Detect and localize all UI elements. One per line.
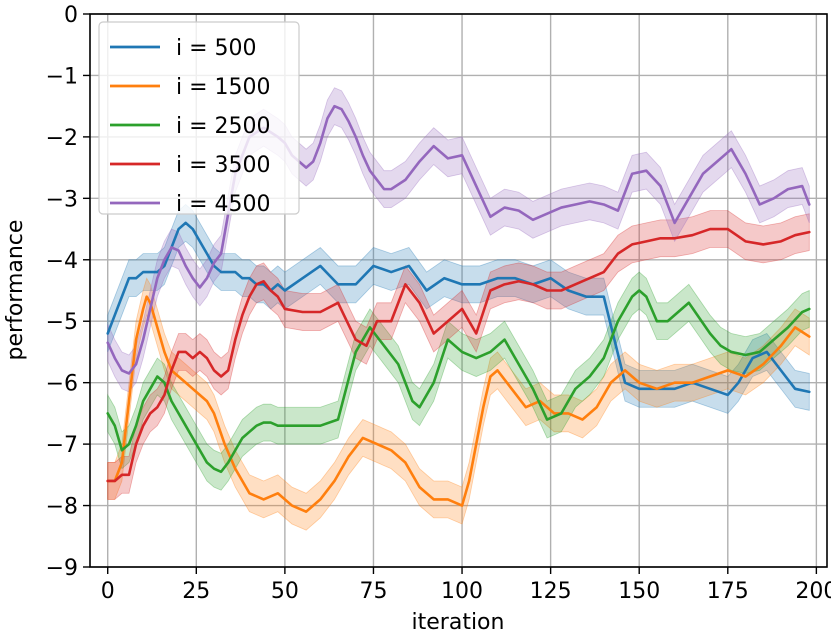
x-tick-label: 175 xyxy=(707,579,749,604)
y-tick-label: −5 xyxy=(46,310,78,335)
x-axis-label: iteration xyxy=(412,610,505,635)
series-line-3 xyxy=(106,227,811,483)
x-tick-label: 125 xyxy=(530,579,572,604)
legend-box xyxy=(98,21,300,215)
series-band-2 xyxy=(107,271,810,491)
y-tick-label: −2 xyxy=(46,126,78,151)
legend-label: i = 500 xyxy=(176,36,257,61)
legend-label: i = 2500 xyxy=(176,114,271,139)
legend: i = 500 i = 1500 i = 2500 i = 3500 i = 4500 xyxy=(98,21,300,217)
legend-label: i = 4500 xyxy=(176,192,271,217)
legend-label: i = 1500 xyxy=(176,75,271,100)
series-line-1 xyxy=(106,295,811,514)
series-line-0 xyxy=(106,221,811,397)
y-tick-label: −9 xyxy=(46,556,78,581)
legend-label: i = 3500 xyxy=(176,153,271,178)
y-tick-label: −6 xyxy=(46,372,78,397)
y-tick-label: −1 xyxy=(46,64,78,89)
y-tick-label: −8 xyxy=(46,495,78,520)
y-axis-ticks: 0 −1 −2 −3 −4 −5 −6 −7 −8 −9 xyxy=(46,3,90,581)
series-band-3 xyxy=(107,210,810,500)
y-tick-label: −3 xyxy=(46,187,78,212)
x-tick-label: 200 xyxy=(795,579,831,604)
x-axis-ticks: 0 25 50 75 100 125 150 175 200 xyxy=(101,567,831,604)
x-tick-label: 150 xyxy=(618,579,660,604)
series-line-4 xyxy=(106,104,811,375)
y-tick-label: 0 xyxy=(64,3,78,28)
series-lines xyxy=(106,104,811,514)
x-tick-label: 50 xyxy=(271,579,299,604)
x-tick-label: 0 xyxy=(101,579,115,604)
series-band-1 xyxy=(107,277,810,531)
plot-frame xyxy=(89,13,828,568)
y-tick-label: −4 xyxy=(46,249,78,274)
x-tick-label: 75 xyxy=(359,579,387,604)
series-line-2 xyxy=(106,289,811,474)
y-tick-label: −7 xyxy=(46,433,78,458)
series-band-0 xyxy=(107,203,810,414)
y-axis-label: performance xyxy=(3,220,28,361)
x-tick-label: 25 xyxy=(182,579,210,604)
x-tick-label: 100 xyxy=(441,579,483,604)
